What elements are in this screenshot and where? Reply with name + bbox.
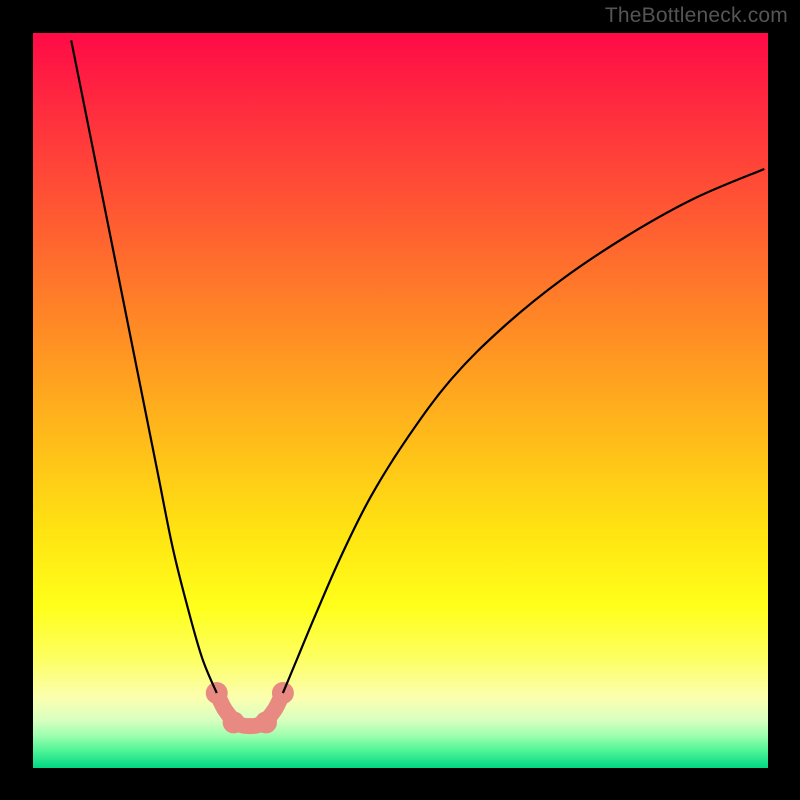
- valley-lobe: [255, 711, 277, 733]
- bottleneck-chart: [0, 0, 800, 800]
- valley-lobe: [223, 711, 245, 733]
- watermark-text: TheBottleneck.com: [605, 4, 788, 28]
- chart-frame: TheBottleneck.com: [0, 0, 800, 800]
